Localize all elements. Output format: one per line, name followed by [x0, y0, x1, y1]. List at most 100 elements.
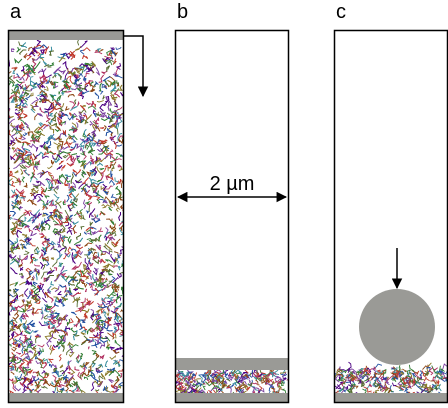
fiber: [70, 113, 72, 116]
fiber: [110, 356, 116, 359]
fiber: [75, 367, 79, 371]
fiber: [112, 194, 117, 199]
fiber: [69, 344, 78, 347]
fiber: [117, 145, 122, 146]
fiber: [50, 63, 55, 66]
sphere: [359, 289, 435, 365]
fiber: [105, 361, 107, 367]
fiber: [109, 120, 112, 123]
fiber: [96, 215, 98, 217]
fiber: [65, 72, 69, 80]
fiber: [58, 239, 61, 243]
fiber: [104, 264, 109, 268]
fiber: [402, 369, 406, 372]
fiber: [82, 215, 86, 220]
fiber: [53, 221, 58, 225]
fiber: [68, 236, 71, 243]
fiber: [100, 105, 105, 112]
fiber: [26, 268, 32, 273]
fiber: [20, 50, 27, 55]
fiber: [41, 85, 46, 88]
fiber: [36, 51, 40, 56]
fiber: [15, 331, 18, 335]
fiber: [271, 388, 275, 390]
fiber: [45, 196, 49, 198]
fiber: [90, 285, 92, 289]
fiber: [50, 345, 52, 355]
fiber: [11, 123, 15, 127]
fiber: [102, 251, 109, 254]
fiber: [47, 141, 51, 148]
fiber: [95, 390, 99, 391]
fiber: [84, 200, 86, 209]
fiber: [69, 193, 71, 197]
fiber: [119, 136, 123, 139]
fiber: [45, 220, 50, 224]
fiber: [116, 47, 121, 49]
fiber: [31, 62, 40, 69]
fiber: [16, 352, 21, 354]
fiber: [31, 378, 32, 381]
fiber: [437, 380, 439, 385]
fiber: [71, 312, 76, 315]
fiber: [72, 182, 76, 187]
fiber: [120, 197, 123, 199]
fiber: [119, 139, 123, 143]
fiber: [107, 150, 109, 153]
fiber: [28, 218, 31, 222]
fiber: [15, 386, 21, 391]
fiber: [90, 156, 93, 160]
fiber: [93, 357, 97, 364]
fiber: [105, 236, 107, 241]
fiber: [59, 346, 61, 349]
fiber: [107, 295, 109, 296]
fiber: [65, 180, 69, 185]
fiber: [53, 260, 57, 268]
fiber: [35, 260, 38, 261]
panel-label: a: [10, 1, 22, 23]
fiber: [115, 204, 118, 208]
fiber: [22, 360, 28, 365]
fiber: [119, 112, 126, 115]
fiber: [105, 244, 112, 251]
fiber: [31, 93, 33, 96]
fiber: [104, 77, 111, 82]
fiber: [60, 365, 63, 368]
fiber: [226, 388, 231, 393]
fiber: [107, 113, 110, 115]
fiber: [176, 390, 181, 392]
fiber: [18, 150, 24, 153]
fiber: [35, 102, 37, 106]
fiber: [10, 268, 17, 274]
fiber: [50, 113, 53, 116]
fiber: [348, 362, 351, 369]
fiber: [69, 215, 73, 219]
fiber: [97, 163, 103, 166]
fiber: [114, 101, 117, 107]
fiber: [60, 54, 64, 57]
fiber: [37, 40, 40, 46]
fiber: [16, 189, 24, 193]
fiber: [86, 145, 89, 150]
fiber: [58, 291, 61, 295]
fiber: [25, 123, 28, 129]
fiber: [109, 180, 114, 185]
fiber: [67, 231, 72, 235]
fiber: [383, 373, 385, 376]
fiber: [21, 66, 24, 71]
fiber: [46, 323, 49, 325]
fiber: [36, 249, 39, 253]
fiber: [25, 155, 31, 156]
fiber: [110, 108, 113, 112]
fiber: [61, 175, 65, 179]
fiber: [26, 90, 31, 91]
fiber: [105, 260, 112, 263]
fiber: [37, 196, 41, 202]
fiber: [78, 102, 80, 106]
fiber: [41, 50, 44, 54]
fiber: [20, 333, 22, 335]
fiber: [16, 80, 21, 83]
fiber: [420, 379, 424, 380]
fiber: [95, 93, 99, 99]
